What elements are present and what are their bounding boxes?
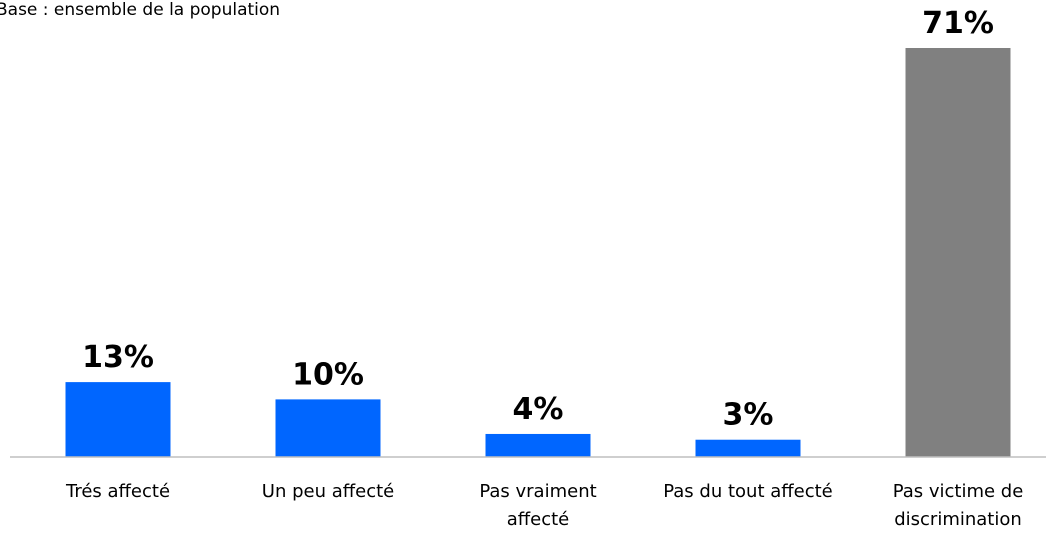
bar [65, 382, 171, 457]
value-label: 13% [82, 340, 154, 375]
x-tick-label: Un peu affecté [261, 481, 395, 502]
x-tick-label: Trés affecté [65, 481, 171, 502]
bar [695, 439, 801, 457]
bar [485, 433, 591, 457]
value-label: 3% [723, 398, 774, 433]
value-label: 4% [513, 392, 564, 427]
bar [905, 48, 1011, 457]
x-tick-label: Pas vraiment affecté [479, 481, 597, 530]
value-label: 71% [922, 6, 994, 41]
bar [275, 399, 381, 457]
value-label: 10% [292, 357, 364, 392]
chart-subtitle: Base : ensemble de la population [0, 0, 281, 20]
x-tick-label: Pas victime de discrimination [892, 481, 1024, 530]
x-tick-label: Pas du tout affecté [663, 481, 833, 502]
